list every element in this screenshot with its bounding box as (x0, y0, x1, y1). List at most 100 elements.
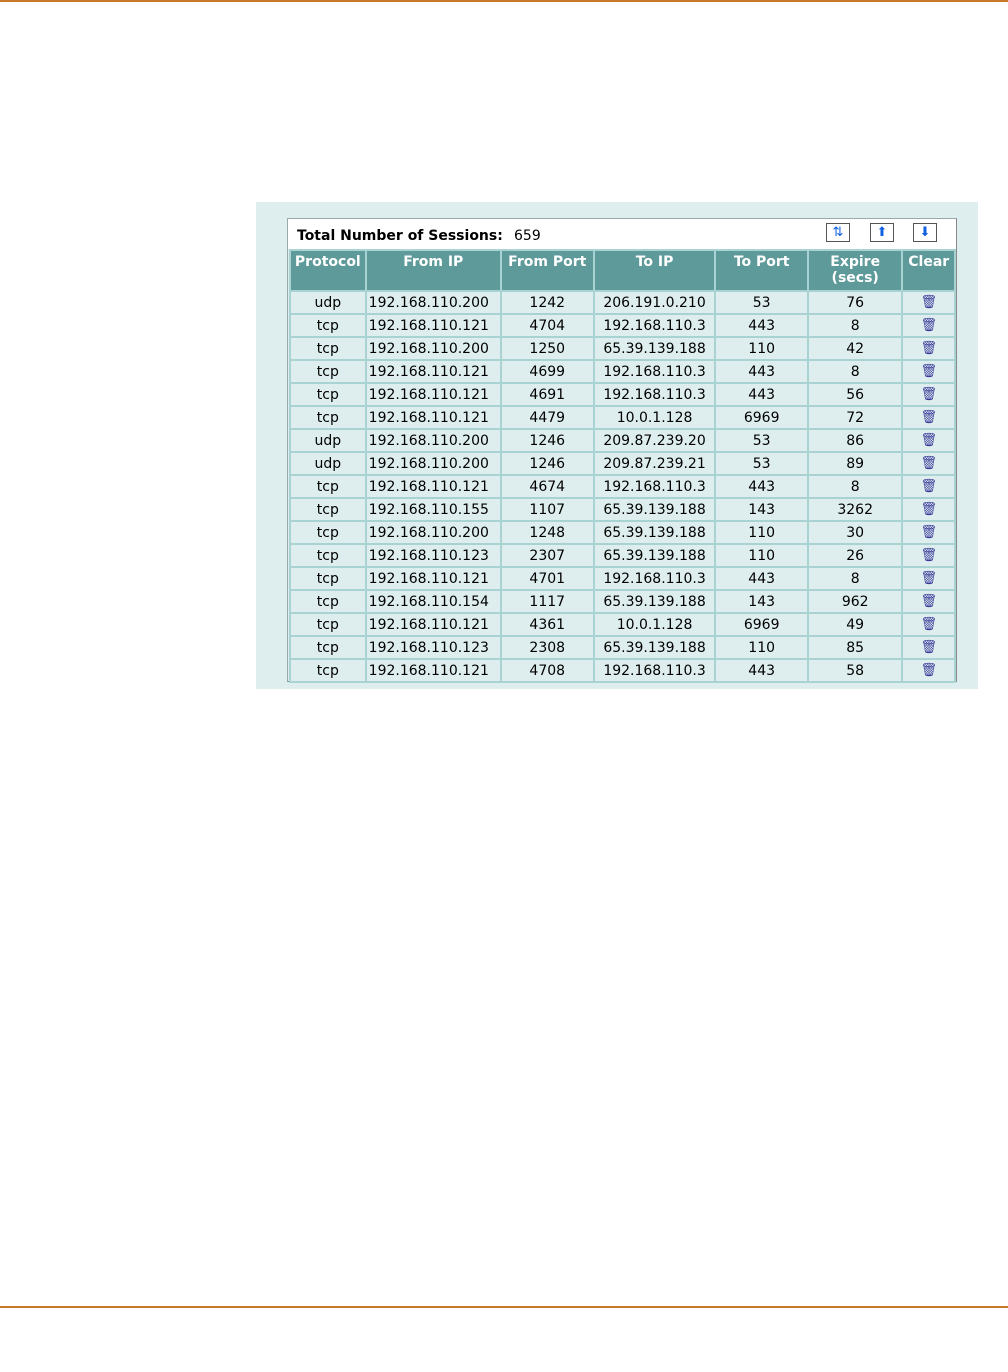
cell: 6969 (714, 612, 809, 637)
trash-icon[interactable]: 🗑 (901, 497, 956, 522)
cell: tcp (289, 520, 367, 545)
cell: tcp (289, 612, 367, 637)
cell: 192.168.110.3 (592, 566, 717, 591)
table-row: tcp 192.168.110.154 1117 65.39.139.188 143 96… (289, 589, 956, 614)
column-header: Protocol (289, 249, 367, 292)
page-up-icon[interactable]: ⬆ (870, 223, 894, 242)
sessions-box: Total Number of Sessions: 659 ⇅ ⬆ ⬇ Prot… (287, 218, 957, 683)
cell: 85 (806, 635, 904, 660)
cell: udp (289, 428, 367, 453)
cell: 443 (714, 474, 809, 499)
cell: 2307 (499, 543, 595, 568)
table-row: udp 192.168.110.200 1246 209.87.239.21 53 89 🗑 (289, 451, 956, 476)
sessions-panel: Total Number of Sessions: 659 ⇅ ⬆ ⬇ Prot… (256, 202, 978, 689)
trash-icon[interactable]: 🗑 (901, 290, 956, 315)
cell: tcp (289, 336, 367, 361)
cell: 443 (714, 566, 809, 591)
cell: 192.168.110.200 (364, 428, 502, 453)
table-row: tcp 192.168.110.121 4691 192.168.110.3 443 56… (289, 382, 956, 407)
trash-icon[interactable]: 🗑 (901, 658, 956, 683)
table-row: tcp 192.168.110.121 4699 192.168.110.3 443 8 🗑 (289, 359, 956, 384)
cell: 49 (806, 612, 904, 637)
cell: 192.168.110.121 (364, 405, 502, 430)
trash-icon[interactable]: 🗑 (901, 382, 956, 407)
trash-icon[interactable]: 🗑 (901, 336, 956, 361)
cell: 4704 (499, 313, 595, 338)
table-row: tcp 192.168.110.121 4674 192.168.110.3 443 8 🗑 (289, 474, 956, 499)
cell: 443 (714, 658, 809, 683)
table-row: tcp 192.168.110.200 1250 65.39.139.188 110 42… (289, 336, 956, 361)
page-down-icon[interactable]: ⬇ (913, 223, 937, 242)
cell: tcp (289, 566, 367, 591)
cell: 1248 (499, 520, 595, 545)
cell: 192.168.110.155 (364, 497, 502, 522)
cell: tcp (289, 405, 367, 430)
cell: tcp (289, 313, 367, 338)
trash-icon[interactable]: 🗑 (901, 451, 956, 476)
trash-icon[interactable]: 🗑 (901, 405, 956, 430)
refresh-icon[interactable]: ⇅ (826, 223, 850, 242)
cell: 192.168.110.3 (592, 658, 717, 683)
cell: udp (289, 451, 367, 476)
cell: tcp (289, 589, 367, 614)
cell: 110 (714, 336, 809, 361)
table-row: tcp 192.168.110.123 2308 65.39.139.188 110 85… (289, 635, 956, 660)
cell: 65.39.139.188 (592, 520, 717, 545)
cell: 192.168.110.121 (364, 382, 502, 407)
cell: 65.39.139.188 (592, 589, 717, 614)
column-header: Expire (secs) (806, 249, 904, 292)
trash-icon[interactable]: 🗑 (901, 313, 956, 338)
cell: 192.168.110.3 (592, 313, 717, 338)
trash-icon[interactable]: 🗑 (901, 428, 956, 453)
bottom-rule (0, 1306, 1008, 1308)
trash-icon[interactable]: 🗑 (901, 520, 956, 545)
cell: 76 (806, 290, 904, 315)
cell: tcp (289, 497, 367, 522)
cell: tcp (289, 359, 367, 384)
cell: 1246 (499, 451, 595, 476)
trash-icon[interactable]: 🗑 (901, 566, 956, 591)
cell: 192.168.110.3 (592, 359, 717, 384)
total-sessions-label: Total Number of Sessions: (297, 228, 503, 244)
cell: 2308 (499, 635, 595, 660)
cell: 192.168.110.121 (364, 612, 502, 637)
cell: 58 (806, 658, 904, 683)
cell: 53 (714, 428, 809, 453)
cell: 42 (806, 336, 904, 361)
cell: tcp (289, 474, 367, 499)
trash-icon[interactable]: 🗑 (901, 359, 956, 384)
cell: 192.168.110.3 (592, 382, 717, 407)
cell: 65.39.139.188 (592, 635, 717, 660)
trash-icon[interactable]: 🗑 (901, 589, 956, 614)
sessions-table: Protocol From IP From Port To IP To Port Expi… (289, 249, 956, 683)
cell: 1117 (499, 589, 595, 614)
cell: 192.168.110.200 (364, 290, 502, 315)
table-row: tcp 192.168.110.121 4708 192.168.110.3 443 58… (289, 658, 956, 683)
trash-icon[interactable]: 🗑 (901, 474, 956, 499)
cell: 962 (806, 589, 904, 614)
cell: 3262 (806, 497, 904, 522)
table-row: tcp 192.168.110.121 4479 10.0.1.128 6969 72 🗑 (289, 405, 956, 430)
trash-icon[interactable]: 🗑 (901, 635, 956, 660)
cell: 110 (714, 543, 809, 568)
cell: 8 (806, 566, 904, 591)
trash-icon[interactable]: 🗑 (901, 612, 956, 637)
table-row: tcp 192.168.110.121 4361 10.0.1.128 6969 49 🗑 (289, 612, 956, 637)
trash-icon[interactable]: 🗑 (901, 543, 956, 568)
cell: 53 (714, 451, 809, 476)
top-rule (0, 0, 1008, 2)
cell: 443 (714, 382, 809, 407)
cell: 192.168.110.200 (364, 336, 502, 361)
table-row: udp 192.168.110.200 1242 206.191.0.210 53 76 🗑 (289, 290, 956, 315)
cell: 1246 (499, 428, 595, 453)
cell: 4708 (499, 658, 595, 683)
cell: 10.0.1.128 (592, 405, 717, 430)
cell: 192.168.110.121 (364, 474, 502, 499)
cell: 26 (806, 543, 904, 568)
cell: 4691 (499, 382, 595, 407)
cell: 10.0.1.128 (592, 612, 717, 637)
table-row: tcp 192.168.110.155 1107 65.39.139.188 143 32… (289, 497, 956, 522)
cell: 192.168.110.121 (364, 566, 502, 591)
cell: 4699 (499, 359, 595, 384)
table-row: udp 192.168.110.200 1246 209.87.239.20 53 86 🗑 (289, 428, 956, 453)
